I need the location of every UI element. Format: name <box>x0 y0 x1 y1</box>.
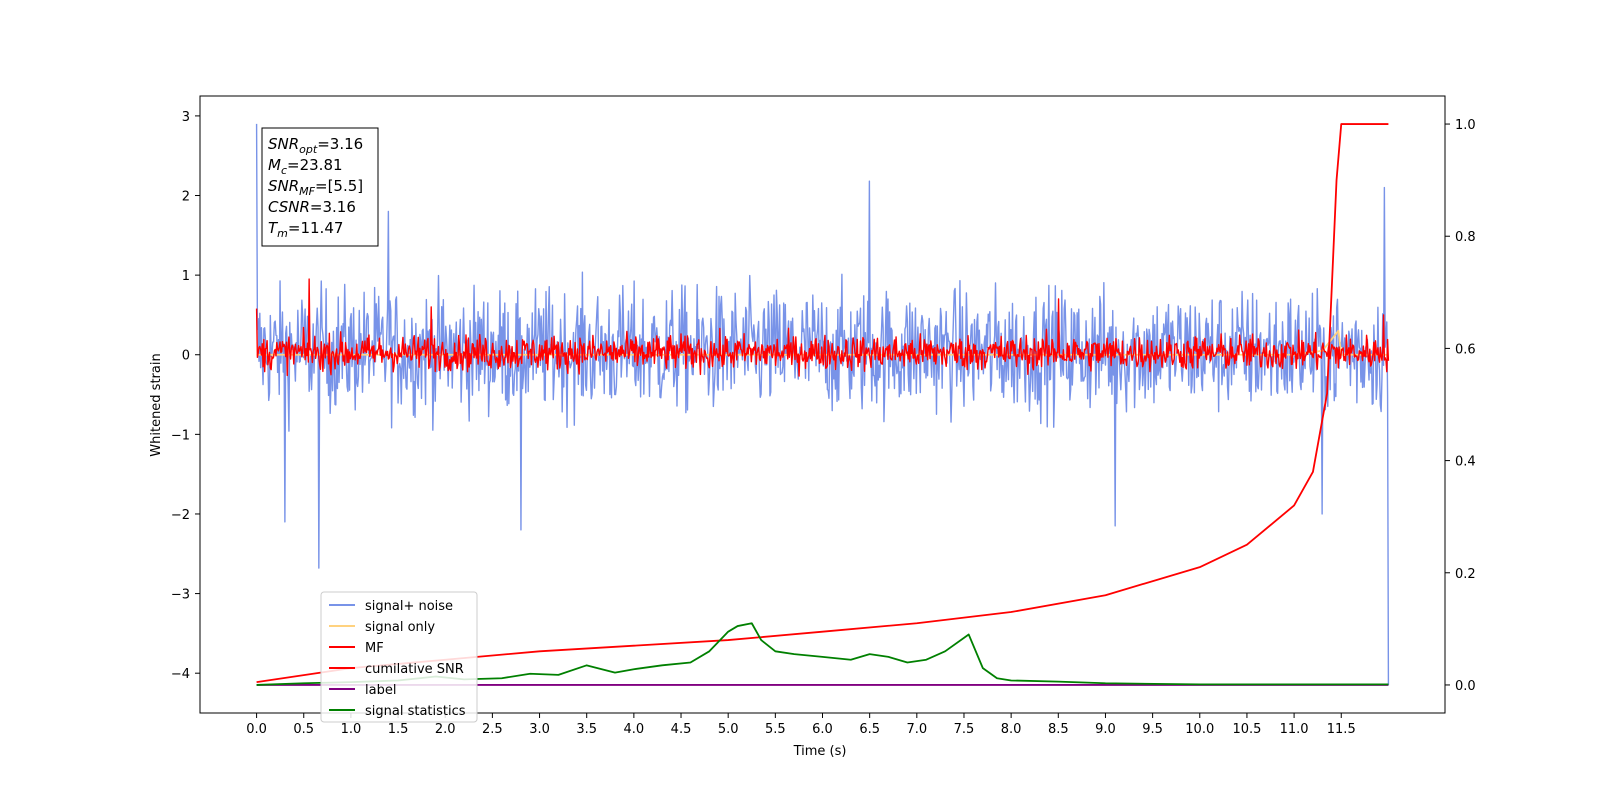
legend-entry: signal statistics <box>365 704 466 719</box>
legend-entry: signal+ noise <box>365 599 453 614</box>
x-tick-label: 8.5 <box>1048 722 1069 737</box>
x-tick-label: 0.0 <box>246 722 267 737</box>
x-tick-label: 11.5 <box>1327 722 1356 737</box>
legend-frame <box>320 591 478 723</box>
x-tick-label: 7.0 <box>906 722 927 737</box>
y2-tick-label: 0.6 <box>1455 342 1476 357</box>
annotation-value: =[5.5] <box>315 177 363 195</box>
x-tick-label: 2.0 <box>435 722 456 737</box>
annotation-subscript: m <box>277 227 288 240</box>
annotation-symbol: SNR <box>268 177 299 195</box>
x-tick-label: 10.0 <box>1185 722 1214 737</box>
annotation-symbol: T <box>268 219 279 237</box>
annotation-line: SNRopt=3.16 <box>268 135 363 156</box>
x-tick-label: 11.0 <box>1280 722 1309 737</box>
x-tick-label: 5.5 <box>765 722 786 737</box>
annotation-value: =3.16 <box>317 135 363 153</box>
x-tick-label: 4.0 <box>624 722 645 737</box>
annotation-subscript: MF <box>299 185 315 198</box>
y-tick-label: 2 <box>182 190 190 205</box>
x-axis: 0.0 0.5 1.0 1.5 2.0 2.5 3.0 3.5 4.0 4.5 5.0 5.5 6.0 6… <box>246 713 1356 737</box>
annotation-frame <box>261 127 379 247</box>
y-tick-label: −4 <box>171 667 190 682</box>
x-tick-label: 5.0 <box>718 722 739 737</box>
legend: signal+ noise signal only MF cumilative SNR… <box>320 591 478 723</box>
x-tick-label: 1.0 <box>341 722 362 737</box>
annotation-symbol: CSNR <box>268 198 310 216</box>
legend-entry: label <box>365 683 396 698</box>
x-tick-label: 4.5 <box>671 722 692 737</box>
x-tick-label: 8.0 <box>1001 722 1022 737</box>
x-tick-label: 9.5 <box>1142 722 1163 737</box>
legend-entry: cumilative SNR <box>365 662 464 677</box>
annotation-line: SNRMF=[5.5] <box>268 177 363 198</box>
annotation-line: Tm=11.47 <box>268 219 343 240</box>
annotation-symbol: M <box>268 156 281 174</box>
y-tick-label: 3 <box>182 110 190 125</box>
x-tick-label: 3.5 <box>576 722 597 737</box>
annotation-value: =11.47 <box>288 219 344 237</box>
legend-entry: MF <box>365 641 384 656</box>
y-tick-label: 0 <box>182 349 190 364</box>
annotation-line: Mc=23.81 <box>268 156 343 177</box>
annotation-line: CSNR=3.16 <box>268 198 356 216</box>
y-tick-label: −3 <box>171 588 190 603</box>
y-axis-left: 3 2 1 0 −1 −2 −3 −4 <box>171 110 200 682</box>
x-tick-label: 7.5 <box>954 722 975 737</box>
y-tick-label: 1 <box>182 269 190 284</box>
series-line-0 <box>255 123 1390 686</box>
annotation-symbol: SNR <box>268 135 299 153</box>
x-tick-label: 10.5 <box>1232 722 1261 737</box>
y2-tick-label: 0.2 <box>1455 567 1476 582</box>
y-tick-label: −2 <box>171 508 190 523</box>
x-axis-label: Time (s) <box>793 744 847 759</box>
series-line-2 <box>255 278 1390 377</box>
series-line-3 <box>256 123 1389 684</box>
snr-annotation-box: SNRopt=3.16Mc=23.81SNRMF=[5.5]CSNR=3.16T… <box>261 127 379 247</box>
y2-tick-label: 0.8 <box>1455 230 1476 245</box>
annotation-value: =3.16 <box>310 198 356 216</box>
series-line-5 <box>256 622 1389 686</box>
y2-tick-label: 0.0 <box>1455 679 1476 694</box>
annotation-subscript: opt <box>299 143 318 156</box>
x-tick-label: 6.5 <box>859 722 880 737</box>
x-tick-label: 3.0 <box>529 722 550 737</box>
y2-tick-label: 0.4 <box>1455 455 1476 470</box>
y-axis-right: 1.0 0.8 0.6 0.4 0.2 0.0 <box>1445 118 1476 694</box>
x-tick-label: 2.5 <box>482 722 503 737</box>
legend-entry: signal only <box>365 620 435 635</box>
y-axis-label: Whitened strain <box>149 353 164 456</box>
x-tick-label: 0.5 <box>293 722 314 737</box>
x-tick-label: 1.5 <box>388 722 409 737</box>
x-tick-label: 9.0 <box>1095 722 1116 737</box>
y-tick-label: −1 <box>171 428 190 443</box>
y2-tick-label: 1.0 <box>1455 118 1476 133</box>
x-tick-label: 6.0 <box>812 722 833 737</box>
annotation-subscript: c <box>281 164 287 177</box>
annotation-value: =23.81 <box>287 156 343 174</box>
